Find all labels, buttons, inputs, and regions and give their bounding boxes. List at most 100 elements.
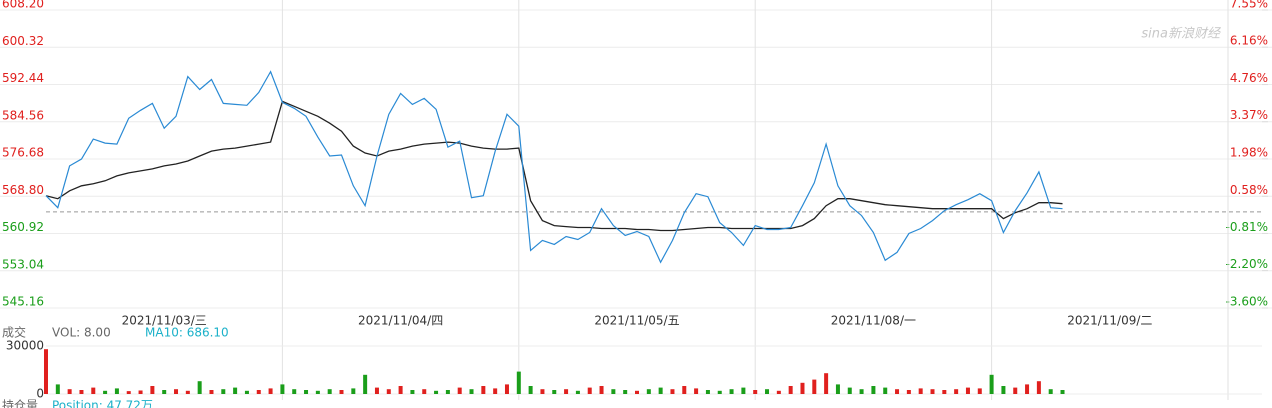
average-line	[45, 100, 1063, 232]
volume-bar	[918, 388, 923, 394]
volume-bar	[895, 389, 900, 394]
volume-bar	[422, 389, 427, 394]
volume-bar	[835, 384, 840, 394]
price-line	[45, 70, 1063, 264]
volume-bar	[694, 388, 699, 394]
y-tick-label: 560.92	[2, 220, 44, 234]
volume-bar	[434, 390, 439, 394]
volume-bar	[1048, 389, 1053, 394]
volume-bar	[812, 379, 817, 394]
y2-tick-label: 6.16%	[1230, 34, 1268, 48]
y-tick-label: 608.20	[2, 0, 44, 11]
volume-bar	[564, 389, 569, 394]
volume-bar	[339, 390, 344, 394]
volume-bar	[824, 373, 829, 394]
x-tick-label: 2021/11/03/三	[122, 314, 207, 328]
volume-bar	[611, 389, 616, 394]
y2-tick-label: 4.76%	[1230, 71, 1268, 85]
volume-bar	[729, 389, 734, 394]
volume-bar	[859, 389, 864, 394]
volume-bar	[575, 390, 580, 394]
volume-bar	[469, 389, 474, 394]
volume-bar	[871, 386, 876, 394]
volume-bar	[445, 390, 450, 394]
y2-tick-label: 7.55%	[1230, 0, 1268, 11]
volume-bar	[977, 388, 982, 394]
y-tick-label: 545.16	[2, 295, 44, 309]
volume-bar	[79, 390, 84, 394]
y-tick-label: 553.04	[2, 257, 44, 271]
volume-bar	[635, 390, 639, 394]
ma-label: MA10: 686.10	[145, 326, 229, 340]
volume-bar	[44, 349, 48, 394]
volume-bar	[682, 386, 687, 394]
volume-bar	[268, 388, 273, 394]
y2-tick-label: -2.20%	[1226, 257, 1268, 271]
volume-bar	[954, 389, 959, 394]
volume-bar	[209, 390, 214, 394]
y2-tick-label: 1.98%	[1230, 145, 1268, 159]
position-label: 持仓量	[2, 398, 38, 408]
volume-bar	[138, 390, 143, 394]
y-tick-label: 584.56	[2, 108, 44, 122]
volume-bar	[883, 387, 888, 394]
y2-tick-label: -3.60%	[1226, 295, 1268, 309]
volume-bar	[363, 374, 368, 394]
volume-bar	[493, 388, 498, 394]
volume-bar	[374, 387, 379, 394]
volume-bar	[174, 389, 179, 394]
volume-bar	[788, 386, 793, 394]
volume-bar	[386, 389, 391, 394]
volume-bar	[670, 389, 675, 394]
volume-bar	[989, 374, 994, 394]
volume-bar	[103, 390, 108, 394]
y-tick-label: 30000	[6, 339, 44, 353]
volume-bar	[233, 387, 238, 394]
volume-bar	[398, 386, 403, 394]
volume-bar	[528, 386, 533, 394]
volume-bar	[114, 388, 119, 394]
volume-bar	[847, 387, 852, 394]
volume-bar	[705, 390, 710, 394]
volume-bar	[765, 389, 770, 394]
volume-value: VOL: 8.00	[52, 326, 111, 340]
volume-bar	[67, 389, 72, 394]
volume-label: 成交	[2, 325, 26, 340]
volume-bar	[717, 390, 722, 394]
volume-bar	[197, 381, 202, 394]
volume-bar	[930, 389, 935, 394]
volume-bar	[1013, 387, 1018, 394]
volume-bar	[315, 390, 320, 394]
volume-bar	[244, 390, 249, 394]
y-tick-label: 568.80	[2, 183, 44, 197]
y-tick-label: 0	[36, 387, 44, 401]
volume-bar	[351, 388, 356, 394]
volume-bar	[1060, 390, 1065, 394]
volume-bar	[800, 382, 805, 394]
volume-bar	[304, 390, 309, 394]
position-value: Position: 47.72万	[52, 399, 153, 408]
volume-bar	[1001, 386, 1006, 394]
volume-bar	[91, 387, 96, 394]
volume-bar	[942, 390, 947, 394]
volume-bar	[327, 389, 332, 394]
volume-bar	[185, 390, 190, 394]
watermark: sina新浪财经	[1141, 26, 1222, 42]
volume-bar	[280, 384, 285, 394]
volume-bar	[150, 386, 155, 394]
volume-bar	[753, 390, 758, 394]
volume-bar	[965, 387, 970, 394]
volume-bar	[552, 390, 557, 394]
volume-bar	[292, 389, 297, 394]
volume-bar	[646, 389, 651, 394]
volume-bar	[55, 384, 60, 394]
y2-tick-label: 3.37%	[1230, 108, 1268, 122]
volume-bar	[623, 390, 628, 394]
volume-bar	[906, 390, 911, 394]
volume-bar	[410, 390, 415, 394]
volume-bar	[741, 387, 746, 394]
volume-bar	[587, 387, 592, 394]
y2-tick-label: -0.81%	[1226, 220, 1268, 234]
x-tick-label: 2021/11/05/五	[594, 314, 679, 328]
